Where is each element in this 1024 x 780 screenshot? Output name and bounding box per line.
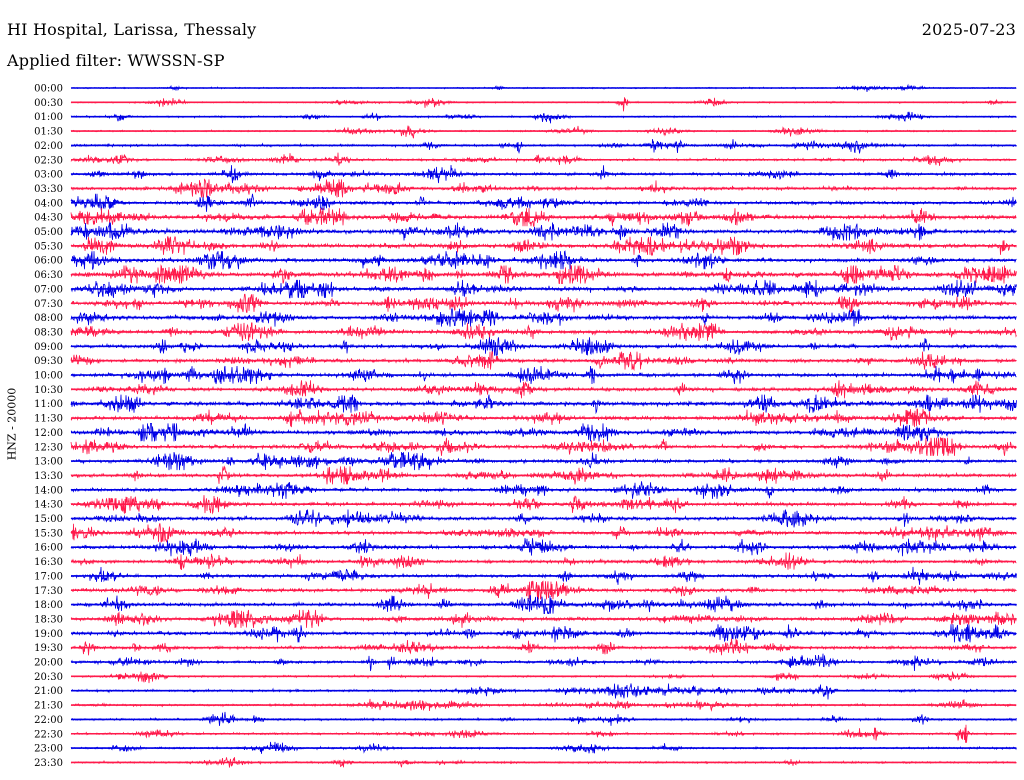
- time-tick-label: 10:00: [34, 371, 63, 382]
- time-tick-label: 00:00: [34, 84, 63, 95]
- time-tick-label: 21:30: [34, 701, 63, 712]
- time-tick-label: 14:00: [34, 485, 63, 496]
- time-tick-label: 13:30: [34, 471, 63, 482]
- time-tick-label: 11:30: [34, 414, 63, 425]
- station-title: HI Hospital, Larissa, Thessaly: [7, 20, 257, 39]
- time-tick-label: 17:30: [34, 586, 63, 597]
- time-tick-label: 18:00: [34, 600, 63, 611]
- time-tick-label: 02:00: [34, 141, 63, 152]
- time-tick-label: 09:30: [34, 356, 63, 367]
- time-tick-label: 04:00: [34, 198, 63, 209]
- time-tick-label: 11:00: [34, 399, 63, 410]
- time-tick-label: 22:00: [34, 715, 63, 726]
- time-tick-label: 10:30: [34, 385, 63, 396]
- time-tick-label: 15:00: [34, 514, 63, 525]
- seismic-trace-line: [70, 670, 1017, 684]
- time-tick-label: 02:30: [34, 155, 63, 166]
- time-tick-label: 03:30: [34, 184, 63, 195]
- time-tick-label: 18:30: [34, 614, 63, 625]
- time-tick-label: 16:30: [34, 557, 63, 568]
- seismic-trace-line: [70, 111, 1017, 124]
- seismic-trace-line: [70, 139, 1017, 155]
- time-tick-label: 15:30: [34, 528, 63, 539]
- time-tick-label: 08:00: [34, 313, 63, 324]
- time-tick-label: 12:30: [34, 442, 63, 453]
- time-tick-label: 12:00: [34, 428, 63, 439]
- time-tick-label: 01:30: [34, 127, 63, 138]
- time-tick-label: 14:30: [34, 500, 63, 511]
- time-tick-label: 20:30: [34, 672, 63, 683]
- time-tick-label: 19:00: [34, 629, 63, 640]
- time-tick-label: 17:00: [34, 571, 63, 582]
- seismic-trace-line: [70, 350, 1017, 371]
- time-tick-label: 08:30: [34, 327, 63, 338]
- time-tick-label: 23:00: [34, 744, 63, 755]
- time-tick-label: 07:30: [34, 299, 63, 310]
- time-tick-label: 19:30: [34, 643, 63, 654]
- time-tick-label: 07:00: [34, 284, 63, 295]
- time-tick-label: 00:30: [34, 98, 63, 109]
- time-tick-label: 22:30: [34, 729, 63, 740]
- seismic-trace-line: [70, 125, 1017, 139]
- time-tick-label: 01:00: [34, 112, 63, 123]
- date-label: 2025-07-23: [921, 20, 1016, 39]
- time-tick-label: 04:30: [34, 213, 63, 224]
- time-tick-label: 06:30: [34, 270, 63, 281]
- time-tick-label: 21:00: [34, 686, 63, 697]
- time-tick-label: 05:00: [34, 227, 63, 238]
- time-tick-label: 16:00: [34, 543, 63, 554]
- time-tick-label: 05:30: [34, 241, 63, 252]
- time-tick-label: 06:00: [34, 256, 63, 267]
- time-tick-label: 03:00: [34, 170, 63, 181]
- filter-label: Applied filter: WWSSN-SP: [7, 51, 225, 70]
- seismic-trace-line: [70, 97, 1017, 112]
- time-tick-label: 13:00: [34, 457, 63, 468]
- time-tick-label: 23:30: [34, 758, 63, 769]
- time-tick-label: 20:00: [34, 658, 63, 669]
- time-tick-label: 09:00: [34, 342, 63, 353]
